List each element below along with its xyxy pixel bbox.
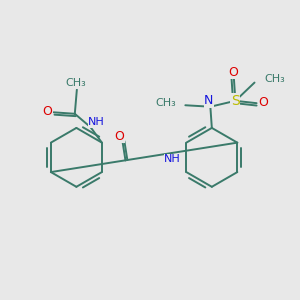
Text: NH: NH [164, 154, 181, 164]
Text: CH₃: CH₃ [156, 98, 176, 108]
Text: O: O [228, 66, 238, 79]
Text: O: O [114, 130, 124, 142]
Text: O: O [258, 96, 268, 109]
Text: O: O [42, 105, 52, 118]
Text: CH₃: CH₃ [65, 78, 86, 88]
Text: S: S [231, 94, 240, 108]
Text: CH₃: CH₃ [264, 74, 285, 84]
Text: N: N [204, 94, 214, 107]
Text: NH: NH [88, 117, 105, 127]
